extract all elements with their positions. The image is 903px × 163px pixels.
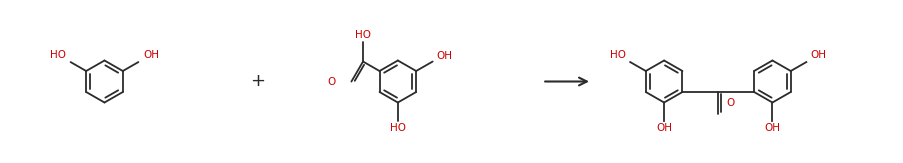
Text: OH: OH xyxy=(810,50,826,60)
Text: HO: HO xyxy=(50,50,66,60)
Text: OH: OH xyxy=(436,51,452,61)
Text: OH: OH xyxy=(764,123,779,133)
Text: +: + xyxy=(250,73,265,90)
Text: HO: HO xyxy=(609,50,625,60)
Text: HO: HO xyxy=(355,30,370,40)
Text: OH: OH xyxy=(143,50,159,60)
Text: OH: OH xyxy=(656,123,671,133)
Text: O: O xyxy=(327,77,335,88)
Text: O: O xyxy=(725,98,733,108)
Text: HO: HO xyxy=(389,123,405,133)
